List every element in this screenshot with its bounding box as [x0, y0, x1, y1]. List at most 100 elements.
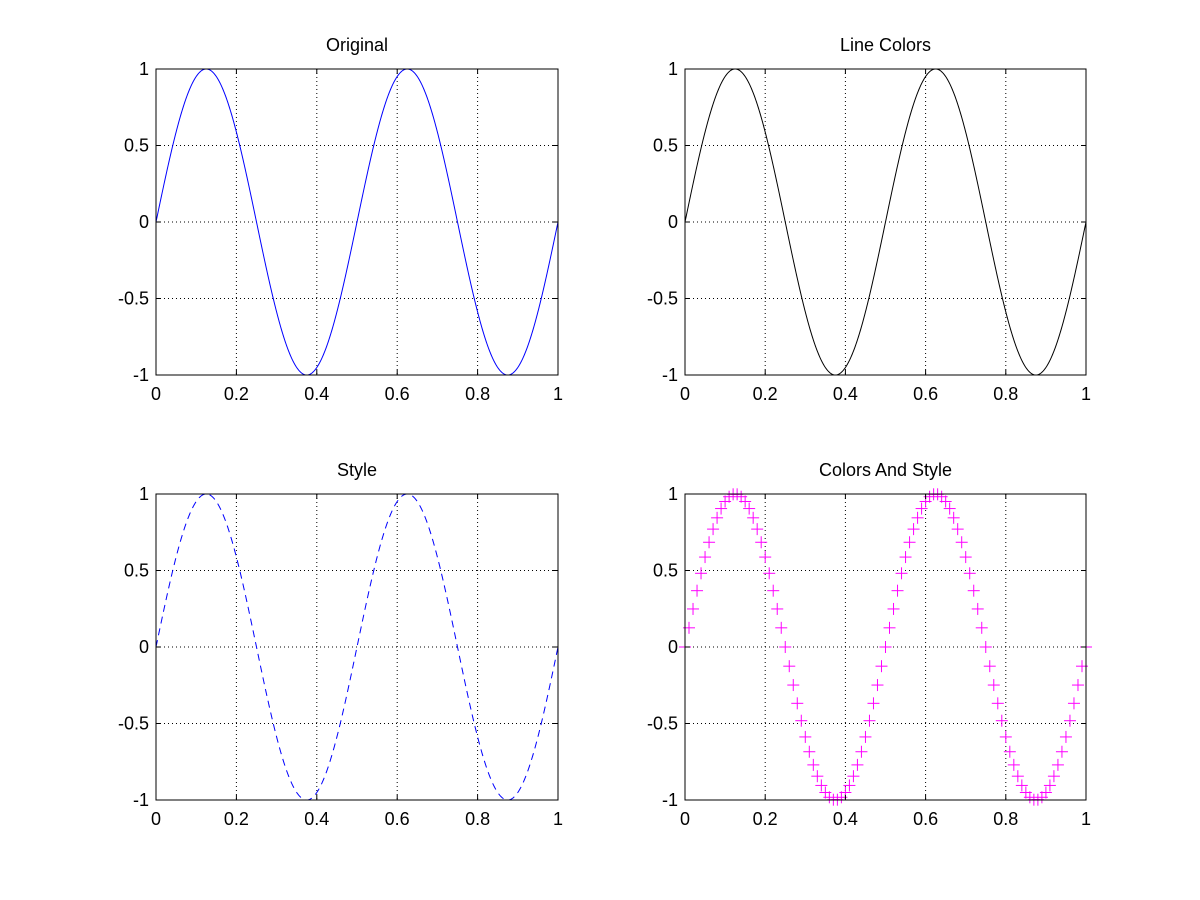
y-tick-label: 1: [668, 484, 678, 504]
data-point: [715, 502, 728, 515]
data-point: [763, 567, 776, 580]
data-point: [779, 641, 792, 653]
y-tick-label: -1: [662, 790, 678, 810]
x-tick-label: 1: [553, 809, 563, 829]
y-tick-label: 1: [139, 59, 149, 79]
x-tick-label: 0.8: [465, 384, 490, 404]
data-point: [707, 523, 720, 536]
x-tick-label: 0.6: [385, 384, 410, 404]
subplot-2: 0 0.2 0.4 0.6 0.8 1 -1 -0.5 0 0.5 1 Line Colors: [647, 35, 1091, 404]
data-point: [887, 602, 900, 615]
y-tick-label: 0: [139, 212, 149, 232]
data-point: [1063, 714, 1076, 727]
x-tick-label: 0.4: [304, 384, 329, 404]
chart-title: Line Colors: [840, 35, 931, 55]
data-point: [859, 730, 872, 743]
data-point: [811, 770, 824, 783]
data-point: [1007, 758, 1020, 771]
data-point: [687, 602, 700, 615]
data-point: [695, 567, 708, 580]
x-tick-label: 0: [680, 384, 690, 404]
data-point: [947, 511, 960, 524]
x-tick-label: 0: [151, 384, 161, 404]
data-point: [899, 551, 912, 564]
y-tick-label: -0.5: [647, 289, 678, 309]
data-point: [1003, 745, 1016, 758]
data-point: [747, 511, 760, 524]
data-point: [1011, 770, 1024, 783]
data-point: [1059, 730, 1072, 743]
data-point: [743, 502, 756, 515]
y-tick-label: 0: [668, 637, 678, 657]
subplot-3: 0 0.2 0.4 0.6 0.8 1 -1 -0.5 0 0.5 1 Style: [118, 460, 563, 829]
data-point: [767, 584, 780, 597]
x-tick-label: 0.2: [753, 809, 778, 829]
x-tick-label: 0: [680, 809, 690, 829]
data-point: [907, 523, 920, 536]
data-point: [751, 523, 764, 536]
data-point: [783, 660, 796, 673]
data-point: [991, 697, 1004, 710]
y-tick-label: -1: [133, 790, 149, 810]
data-point: [1039, 786, 1052, 799]
data-point: [979, 641, 992, 653]
data-point: [1071, 679, 1084, 692]
data-point: [959, 551, 972, 564]
data-point: [971, 602, 984, 615]
data-point: [691, 584, 704, 597]
data-point: [963, 567, 976, 580]
data-point: [843, 779, 856, 792]
data-point: [871, 679, 884, 692]
data-point: [951, 523, 964, 536]
data-point: [975, 621, 988, 634]
data-point: [855, 745, 868, 758]
data-point: [939, 495, 952, 508]
data-point: [787, 679, 800, 692]
data-point: [755, 536, 768, 549]
data-point: [915, 502, 928, 515]
data-point: [1015, 779, 1028, 792]
data-point: [711, 511, 724, 524]
y-tick-label: 0: [668, 212, 678, 232]
chart-title: Original: [326, 35, 388, 55]
data-point: [795, 714, 808, 727]
x-tick-label: 0.2: [224, 809, 249, 829]
y-tick-label: 0.5: [124, 561, 149, 581]
data-point: [883, 621, 896, 634]
data-point: [1055, 745, 1068, 758]
data-point: [851, 758, 864, 771]
x-tick-label: 0.8: [465, 809, 490, 829]
y-tick-label: 0: [139, 637, 149, 657]
data-point: [1043, 779, 1056, 792]
data-point: [983, 660, 996, 673]
x-tick-label: 0.8: [993, 809, 1018, 829]
data-point: [1051, 758, 1064, 771]
x-tick-label: 0.2: [753, 384, 778, 404]
x-tick-label: 1: [553, 384, 563, 404]
data-point: [775, 621, 788, 634]
chart-title: Colors And Style: [819, 460, 952, 480]
data-point: [895, 567, 908, 580]
data-point: [771, 602, 784, 615]
data-point: [815, 779, 828, 792]
y-tick-label: 0.5: [653, 136, 678, 156]
x-tick-label: 1: [1081, 384, 1091, 404]
data-point: [807, 758, 820, 771]
data-point: [803, 745, 816, 758]
data-point: [1067, 697, 1080, 710]
data-point: [863, 714, 876, 727]
data-point: [879, 641, 892, 653]
y-tick-label: -0.5: [118, 289, 149, 309]
subplot-1: 0 0.2 0.4 0.6 0.8 1 -1 -0.5 0 0.5 1 Original: [118, 35, 563, 404]
x-tick-label: 0.8: [993, 384, 1018, 404]
chart-title: Style: [337, 460, 377, 480]
x-tick-label: 1: [1081, 809, 1091, 829]
series-line: [155, 68, 559, 376]
series-line: [684, 68, 1087, 376]
data-point: [987, 679, 1000, 692]
data-point: [867, 697, 880, 710]
x-tick-label: 0.4: [833, 384, 858, 404]
x-tick-label: 0.2: [224, 384, 249, 404]
